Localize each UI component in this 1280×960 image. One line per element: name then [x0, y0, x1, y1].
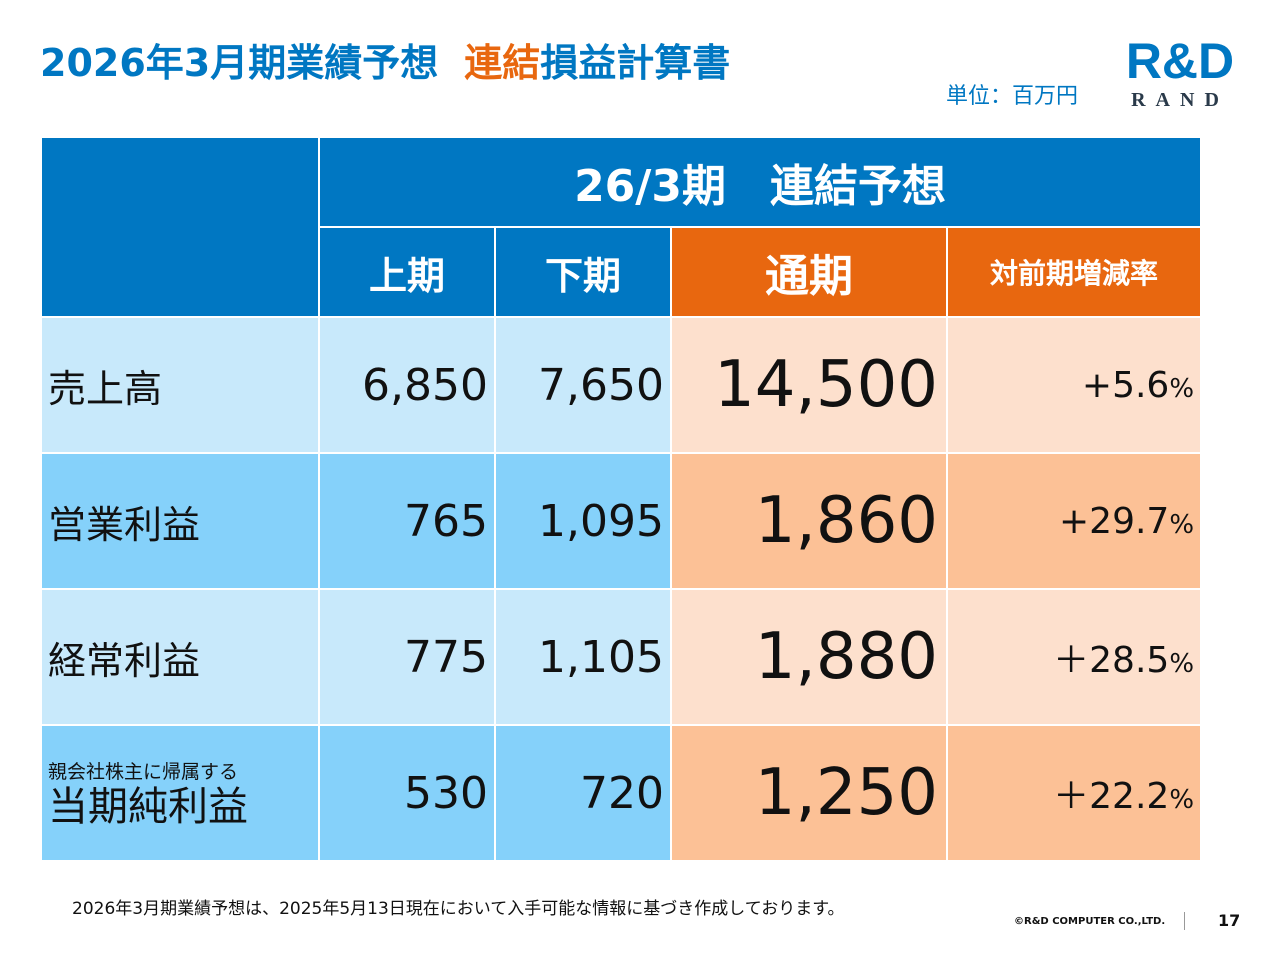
cell-h2: 1,105	[494, 588, 672, 726]
copyright: ©R&D COMPUTER CO.,LTD.	[1014, 916, 1166, 927]
page-number: 17	[1218, 911, 1241, 930]
rate-unit: %	[1169, 509, 1195, 540]
title-suffix: 損益計算書	[540, 41, 731, 85]
col-header-rate: 対前期増減率	[945, 226, 1203, 318]
logo-mark: R&D	[1126, 33, 1234, 89]
rate-value: ＋22.2	[1053, 776, 1170, 817]
cell-h2: 720	[494, 724, 672, 862]
cell-full: 1,250	[670, 724, 948, 862]
cell-full: 1,860	[670, 452, 948, 590]
col-header-h1: 上期	[318, 226, 496, 318]
cell-rate: +5.6%	[945, 316, 1203, 454]
rate-value: ＋28.5	[1053, 640, 1170, 681]
table-row: 営業利益 765 1,095 1,860 +29.7%	[40, 452, 1203, 590]
row-label-main: 当期純利益	[48, 784, 248, 830]
header-corner	[40, 136, 320, 318]
row-label-net-income: 親会社株主に帰属する 当期純利益	[40, 724, 320, 862]
rate-unit: %	[1169, 785, 1195, 815]
page-title: 2026年3月期業績予想 連結損益計算書	[40, 32, 730, 87]
title-highlight: 連結	[464, 41, 541, 85]
title-text: 2026年3月期業績予想	[40, 41, 439, 85]
cell-h2: 1,095	[494, 452, 672, 590]
cell-rate: ＋22.2%	[945, 724, 1203, 862]
rate-value: +29.7	[1059, 500, 1170, 542]
cell-full: 14,500	[670, 316, 948, 454]
cell-h1: 765	[318, 452, 496, 590]
rate-unit: %	[1169, 649, 1195, 679]
cell-h2: 7,650	[494, 316, 672, 454]
company-logo: R&D RAND	[1126, 33, 1234, 110]
row-label: 経常利益	[40, 588, 320, 726]
table-row: 売上高 6,850 7,650 14,500 +5.6%	[40, 316, 1203, 454]
cell-h1: 775	[318, 588, 496, 726]
rate-value: +5.6	[1081, 364, 1170, 406]
cell-h1: 530	[318, 724, 496, 862]
row-label-small: 親会社株主に帰属する	[48, 761, 239, 783]
unit-label: 単位：百万円	[946, 84, 1079, 109]
table-row: 親会社株主に帰属する 当期純利益 530 720 1,250 ＋22.2%	[40, 724, 1203, 862]
footer-divider	[1184, 912, 1185, 930]
rate-unit: %	[1169, 373, 1195, 404]
income-statement-table: 26/3期 連結予想 上期 下期 通期 対前期増減率 売上高 6,850 7,6…	[40, 136, 1203, 862]
col-header-full: 通期	[670, 226, 948, 318]
row-label: 売上高	[40, 316, 320, 454]
table-row: 経常利益 775 1,105 1,880 ＋28.5%	[40, 588, 1203, 726]
footnote: 2026年3月期業績予想は、2025年5月13日現在において入手可能な情報に基づ…	[72, 899, 845, 919]
cell-rate: ＋28.5%	[945, 588, 1203, 726]
row-label: 営業利益	[40, 452, 320, 590]
col-header-h2: 下期	[494, 226, 672, 318]
logo-word: RAND	[1131, 89, 1229, 110]
group-header: 26/3期 連結予想	[317, 136, 1203, 228]
cell-rate: +29.7%	[945, 452, 1203, 590]
cell-full: 1,880	[670, 588, 948, 726]
cell-h1: 6,850	[318, 316, 496, 454]
